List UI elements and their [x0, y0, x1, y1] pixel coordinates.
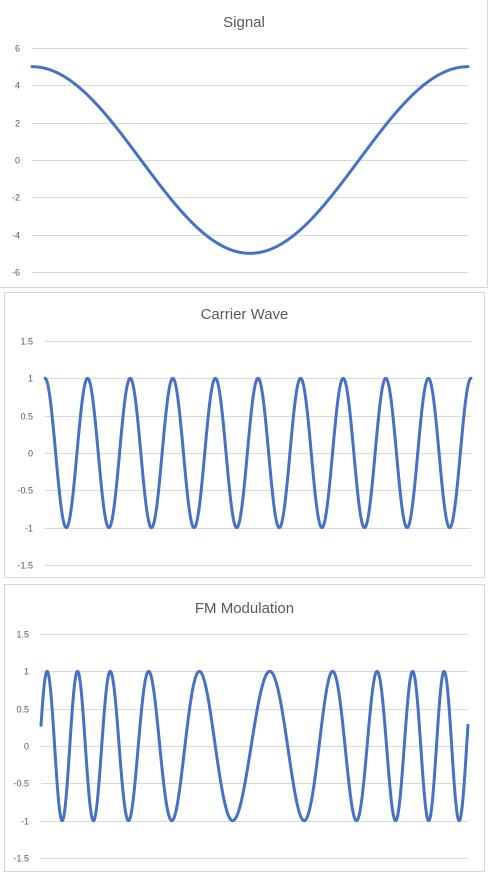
y-tick-label: 1: [28, 374, 33, 384]
y-tick-label: -0.5: [13, 779, 29, 789]
y-tick-label: -4: [12, 231, 20, 241]
series-line-carrier-wave: [43, 376, 473, 530]
y-tick-label: -1.5: [13, 854, 29, 864]
y-tick-label: 0.5: [20, 412, 33, 422]
chart-svg-carrier-wave: Carrier Wave 1.5 1 0.5 0 -0.5 -1 -1.5: [17, 306, 473, 571]
y-tick-label: -2: [12, 193, 20, 203]
y-tick-label: 1: [24, 667, 29, 677]
chart-svg-signal: Signal 6 4 2 0 -2 -4 -6: [12, 14, 470, 278]
series-line-fm-modulation: [39, 669, 470, 823]
chart-panel-fm-modulation: FM Modulation 1.5 1 0.5 0 -0.5 -1 -1.5: [4, 584, 485, 872]
y-tick-label: -6: [12, 268, 20, 278]
y-tick-label: 0: [28, 449, 33, 459]
y-tick-label: 0: [15, 156, 20, 166]
y-tick-label: 1.5: [20, 337, 33, 347]
series-line-signal: [30, 65, 470, 255]
y-tick-label: -0.5: [17, 486, 33, 496]
chart-panel-carrier-wave: Carrier Wave 1.5 1 0.5 0 -0.5 -1 -1.5: [4, 292, 485, 578]
y-tick-label: -1.5: [17, 561, 33, 571]
y-tick-label: 0.5: [16, 705, 29, 715]
y-tick-label: 0: [24, 742, 29, 752]
chart-title-fm-modulation: FM Modulation: [195, 600, 294, 617]
y-tick-label: -1: [25, 524, 33, 534]
y-tick-label: 2: [15, 119, 20, 129]
y-tick-label: 1.5: [16, 630, 29, 640]
chart-title-carrier-wave: Carrier Wave: [201, 306, 289, 323]
y-tick-label: 6: [15, 44, 20, 54]
y-tick-label: -1: [21, 817, 29, 827]
chart-panel-signal: Signal 6 4 2 0 -2 -4 -6: [0, 0, 488, 288]
chart-svg-fm-modulation: FM Modulation 1.5 1 0.5 0 -0.5 -1 -1.5: [13, 600, 470, 864]
chart-title-signal: Signal: [223, 14, 265, 31]
y-tick-label: 4: [15, 81, 20, 91]
